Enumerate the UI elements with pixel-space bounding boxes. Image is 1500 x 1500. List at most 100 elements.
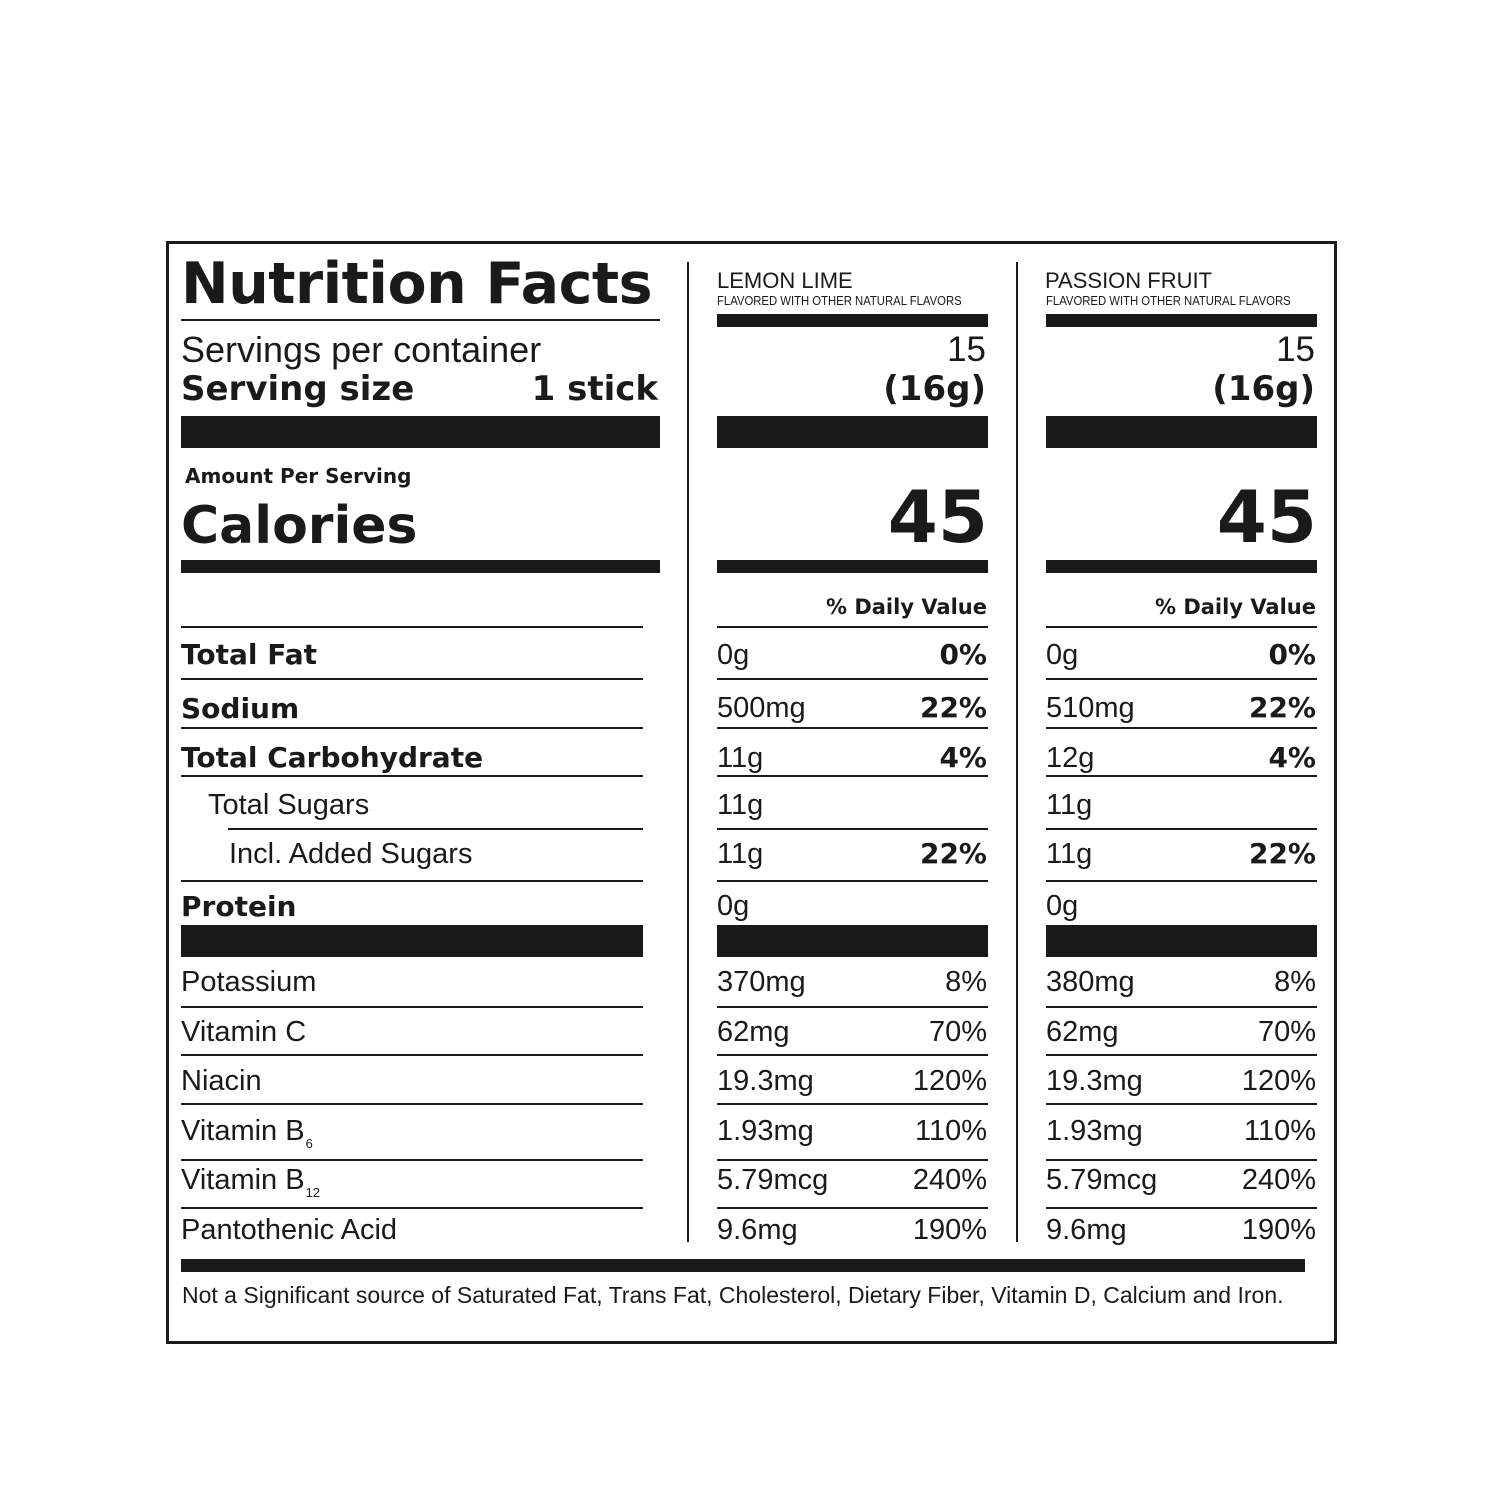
total-fat-label: Total Fat [181,638,318,671]
pantothenic-acid-label: Pantothenic Acid [181,1214,398,1246]
total-fat-dv: 0% [939,638,987,671]
serving-size-label: Serving size [181,369,415,409]
protein-amount: 0g [717,890,750,922]
potassium-amount: 370mg [717,966,806,998]
added-sugars-amount: 11g [1046,838,1093,870]
protein-thick-bar [1046,925,1317,957]
vitamin-c-amount: 62mg [1046,1016,1119,1048]
vitamin-b12-dv: 240% [1241,1164,1316,1196]
total-fat-dv: 0% [1268,638,1316,671]
potassium-label: Potassium [181,966,317,998]
added-sugars-amount: 11g [717,838,764,870]
calories-value: 45 [1216,475,1317,559]
pantothenic-acid-amount: 9.6mg [1046,1214,1127,1246]
serving-size-grams: (16g) [883,369,986,409]
rule [1046,880,1317,882]
vitamin-b12-label: Vitamin B12 [181,1166,320,1200]
potassium-amount: 380mg [1046,966,1135,998]
flavor-name: LEMON LIME [717,268,853,293]
servings-per-container-label: Servings per container [181,329,542,370]
total-fat-amount: 0g [1046,639,1079,671]
niacin-dv: 120% [1241,1065,1316,1097]
rule [181,626,643,628]
rule [1046,1054,1317,1056]
total-carbohydrate-dv: 4% [1268,741,1316,774]
nutrition-facts-panel [166,241,1337,1344]
flavor-subtitle: FLAVORED WITH OTHER NATURAL FLAVORS [717,293,962,308]
total-sugars-amount: 11g [717,789,764,821]
vitamin-b6-dv: 110% [1243,1115,1316,1147]
flavor-subtitle: FLAVORED WITH OTHER NATURAL FLAVORS [1046,293,1291,308]
rule [181,727,643,729]
rule [717,1207,988,1209]
rule [1046,626,1317,628]
rule [181,880,643,882]
title-rule [181,319,660,321]
calories-bar [1046,560,1317,573]
rule [717,1103,988,1105]
sodium-dv: 22% [1248,691,1316,724]
protein-amount: 0g [1046,890,1079,922]
footnote-bar [181,1259,1305,1272]
pantothenic-acid-dv: 190% [1241,1214,1316,1246]
potassium-dv: 8% [1274,966,1316,998]
servings-value: 15 [947,330,986,369]
pantothenic-acid-amount: 9.6mg [717,1214,798,1246]
rule [181,1103,643,1105]
niacin-dv: 120% [912,1065,987,1097]
rule [1046,1103,1317,1105]
niacin-amount: 19.3mg [1046,1065,1143,1097]
sodium-amount: 500mg [717,692,806,724]
rule [181,1006,643,1008]
rule [717,727,988,729]
potassium-dv: 8% [945,966,987,998]
daily-value-header: % Daily Value [825,595,987,619]
sodium-amount: 510mg [1046,692,1135,724]
niacin-label: Niacin [181,1065,262,1097]
rule [717,775,988,777]
rule [717,1054,988,1056]
flavor-bar [717,314,988,327]
vitamin-b12-subscript: 12 [305,1185,321,1200]
vitamin-c-dv: 70% [928,1016,987,1048]
calories-bar [181,560,660,573]
serving-thick-bar [181,416,660,448]
serving-thick-bar [717,416,988,448]
calories-value: 45 [887,475,988,559]
rule [228,828,643,830]
protein-thick-bar [181,925,643,957]
rule [717,880,988,882]
vitamin-b6-dv: 110% [914,1115,987,1147]
flavor-bar [1046,314,1317,327]
protein-label: Protein [181,890,297,923]
daily-value-header: % Daily Value [1154,595,1316,619]
sodium-label: Sodium [181,692,300,725]
vitamin-c-amount: 62mg [717,1016,790,1048]
rule [1046,727,1317,729]
calories-label: Calories [181,496,418,556]
total-carbohydrate-amount: 12g [1046,742,1095,774]
vitamin-b12-amount: 5.79mcg [717,1164,829,1196]
rule [1046,1006,1317,1008]
column-divider-2 [1016,262,1018,1242]
rule [717,828,988,830]
total-sugars-amount: 11g [1046,789,1093,821]
footnote-text: Not a Significant source of Saturated Fa… [182,1282,1284,1308]
rule [181,1054,643,1056]
serving-size-grams: (16g) [1212,369,1315,409]
rule [181,1207,643,1209]
vitamin-b12-dv: 240% [912,1164,987,1196]
rule [1046,775,1317,777]
rule [717,1159,988,1161]
vitamin-b6-subscript: 6 [305,1136,313,1151]
calories-bar [717,560,988,573]
column-divider-1 [687,262,689,1242]
servings-value: 15 [1276,330,1315,369]
vitamin-b6-label: Vitamin B6 [181,1117,313,1151]
added-sugars-dv: 22% [1248,837,1316,870]
nutrition-facts-title: Nutrition Facts [181,251,653,317]
vitamin-b6-amount: 1.93mg [1046,1115,1143,1147]
rule [181,678,643,680]
vitamin-c-dv: 70% [1257,1016,1316,1048]
pantothenic-acid-dv: 190% [912,1214,987,1246]
